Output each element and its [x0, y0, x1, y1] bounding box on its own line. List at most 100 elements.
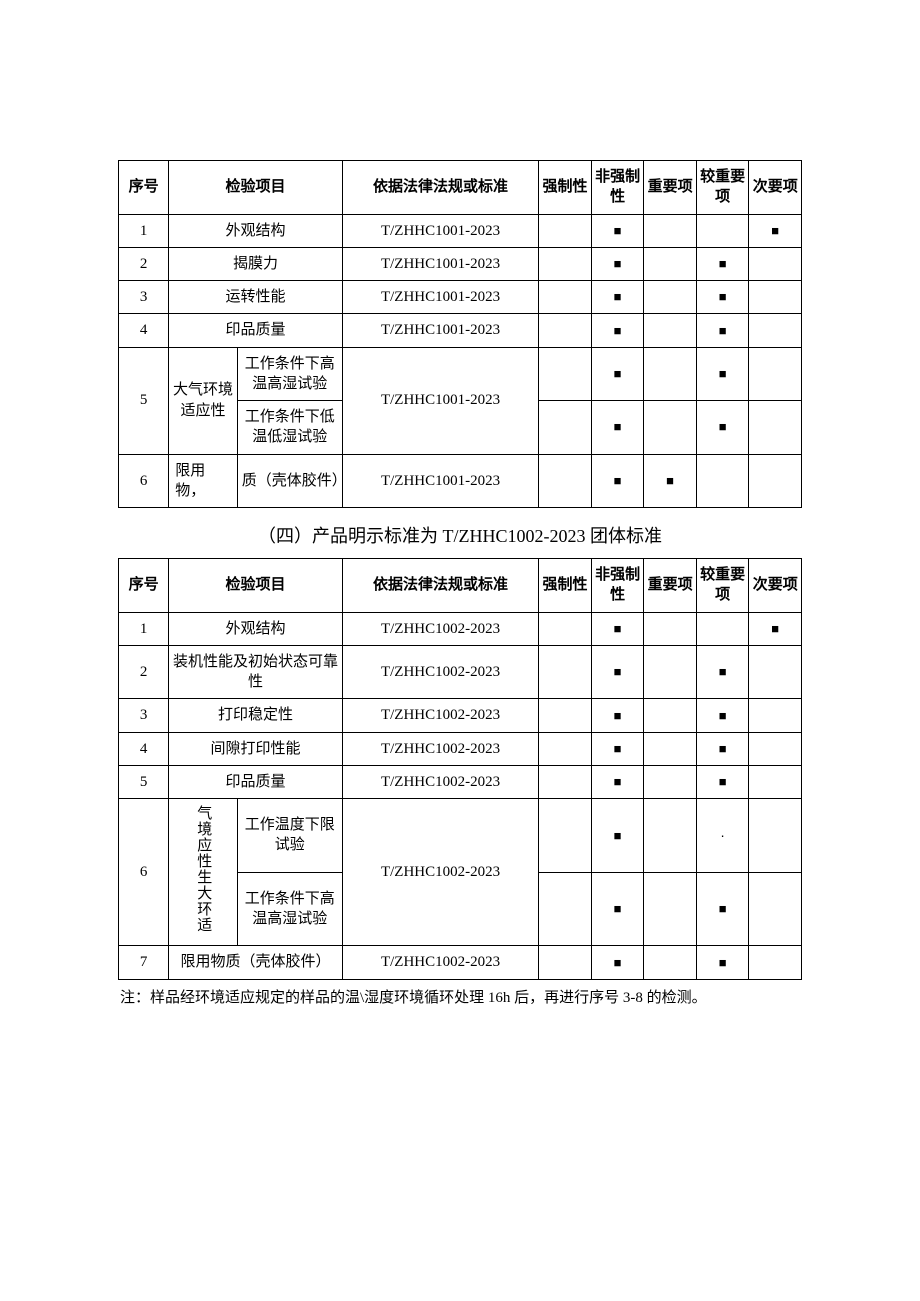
cell-mark	[644, 765, 697, 798]
cell-mark	[644, 699, 697, 732]
table-row: 6 气境应性生大环适 工作温度下限试验 T/ZHHC1002-2023 ■ ·	[119, 799, 802, 873]
table-row: 5 印品质量 T/ZHHC1002-2023 ■ ■	[119, 765, 802, 798]
cell-item: 外观结构	[169, 612, 343, 645]
cell-seq: 7	[119, 946, 169, 979]
cell-mark: ■	[591, 732, 644, 765]
cell-mark: ■	[696, 732, 749, 765]
cell-mark: ■	[591, 946, 644, 979]
cell-basis: T/ZHHC1001-2023	[342, 347, 538, 454]
header-lessimportant: 较重要项	[696, 559, 749, 613]
cell-item-b: 质（壳体胶件）	[237, 454, 342, 508]
cell-mark: ■	[591, 645, 644, 699]
cell-mark: ■	[696, 347, 749, 401]
cell-mark	[539, 401, 592, 455]
table-row: 6 限用物， 质（壳体胶件） T/ZHHC1001-2023 ■ ■	[119, 454, 802, 508]
header-important: 重要项	[644, 161, 697, 215]
table-row: 3 运转性能 T/ZHHC1001-2023 ■ ■	[119, 281, 802, 314]
cell-item: 打印稳定性	[169, 699, 343, 732]
cell-mark: ■	[696, 401, 749, 455]
cell-mark: ■	[591, 247, 644, 280]
cell-mark	[539, 732, 592, 765]
table-row: 2 装机性能及初始状态可靠性 T/ZHHC1002-2023 ■ ■	[119, 645, 802, 699]
cell-mark	[644, 247, 697, 280]
cell-seq: 3	[119, 281, 169, 314]
header-mandatory: 强制性	[539, 559, 592, 613]
cell-mark	[644, 872, 697, 946]
cell-mark	[644, 732, 697, 765]
cell-seq: 1	[119, 214, 169, 247]
cell-mark	[539, 454, 592, 508]
cell-mark	[539, 612, 592, 645]
cell-mark	[749, 645, 802, 699]
cell-mark: ■	[591, 799, 644, 873]
cell-seq: 1	[119, 612, 169, 645]
cell-mark	[749, 454, 802, 508]
cell-seq: 6	[119, 454, 169, 508]
cell-basis: T/ZHHC1002-2023	[342, 612, 538, 645]
cell-mark	[644, 645, 697, 699]
cell-seq: 4	[119, 732, 169, 765]
cell-mark: ■	[696, 281, 749, 314]
table-row: 1 外观结构 T/ZHHC1001-2023 ■ ■	[119, 214, 802, 247]
inspection-table-2: 序号 检验项目 依据法律法规或标准 强制性 非强制性 重要项 较重要项 次要项 …	[118, 558, 802, 980]
table-row: 1 外观结构 T/ZHHC1002-2023 ■ ■	[119, 612, 802, 645]
cell-mark	[749, 732, 802, 765]
cell-mark	[749, 946, 802, 979]
cell-item: 间隙打印性能	[169, 732, 343, 765]
cell-seq: 5	[119, 765, 169, 798]
cell-item: 揭膜力	[169, 247, 343, 280]
cell-mark	[644, 347, 697, 401]
table-header-row: 序号 检验项目 依据法律法规或标准 强制性 非强制性 重要项 较重要项 次要项	[119, 161, 802, 215]
cell-basis: T/ZHHC1001-2023	[342, 281, 538, 314]
cell-mark: ■	[591, 699, 644, 732]
cell-mark	[749, 699, 802, 732]
cell-group: 大气环境适应性	[169, 347, 238, 454]
cell-mark	[644, 946, 697, 979]
cell-seq: 3	[119, 699, 169, 732]
cell-mark: ■	[749, 612, 802, 645]
cell-group: 气境应性生大环适	[169, 799, 238, 946]
cell-mark	[749, 247, 802, 280]
cell-mark: ■	[696, 314, 749, 347]
cell-mark	[644, 401, 697, 455]
vertical-label: 气境应性生大环适	[195, 805, 212, 933]
cell-mark: ■	[644, 454, 697, 508]
cell-mark	[644, 214, 697, 247]
cell-basis: T/ZHHC1002-2023	[342, 645, 538, 699]
cell-mark: ■	[591, 314, 644, 347]
cell-basis: T/ZHHC1002-2023	[342, 732, 538, 765]
cell-subitem: 工作条件下高温高湿试验	[237, 872, 342, 946]
cell-mark: ■	[696, 247, 749, 280]
cell-mark	[539, 799, 592, 873]
table-row: 5 大气环境适应性 工作条件下高温高湿试验 T/ZHHC1001-2023 ■ …	[119, 347, 802, 401]
header-important: 重要项	[644, 559, 697, 613]
cell-mark	[539, 872, 592, 946]
cell-mark	[749, 401, 802, 455]
cell-mark	[539, 247, 592, 280]
cell-mark	[539, 214, 592, 247]
cell-mark	[749, 765, 802, 798]
cell-mark	[539, 765, 592, 798]
footnote: 注：样品经环境适应规定的样品的温\湿度环境循环处理 16h 后，再进行序号 3-…	[118, 986, 802, 1010]
cell-mark: ■	[749, 214, 802, 247]
cell-basis: T/ZHHC1002-2023	[342, 946, 538, 979]
cell-mark: ■	[591, 281, 644, 314]
table-header-row: 序号 检验项目 依据法律法规或标准 强制性 非强制性 重要项 较重要项 次要项	[119, 559, 802, 613]
cell-subitem: 工作温度下限试验	[237, 799, 342, 873]
cell-mark	[749, 281, 802, 314]
cell-mark: ■	[591, 765, 644, 798]
cell-item: 运转性能	[169, 281, 343, 314]
cell-item: 限用物质（壳体胶件）	[169, 946, 343, 979]
cell-basis: T/ZHHC1002-2023	[342, 699, 538, 732]
table-row: 4 间隙打印性能 T/ZHHC1002-2023 ■ ■	[119, 732, 802, 765]
cell-mark	[644, 612, 697, 645]
cell-subitem: 工作条件下高温高湿试验	[237, 347, 342, 401]
cell-mark	[696, 454, 749, 508]
header-mandatory: 强制性	[539, 161, 592, 215]
cell-basis: T/ZHHC1001-2023	[342, 214, 538, 247]
cell-mark: ■	[696, 765, 749, 798]
table-row: 7 限用物质（壳体胶件） T/ZHHC1002-2023 ■ ■	[119, 946, 802, 979]
cell-seq: 2	[119, 247, 169, 280]
header-seq: 序号	[119, 559, 169, 613]
cell-mark	[539, 946, 592, 979]
